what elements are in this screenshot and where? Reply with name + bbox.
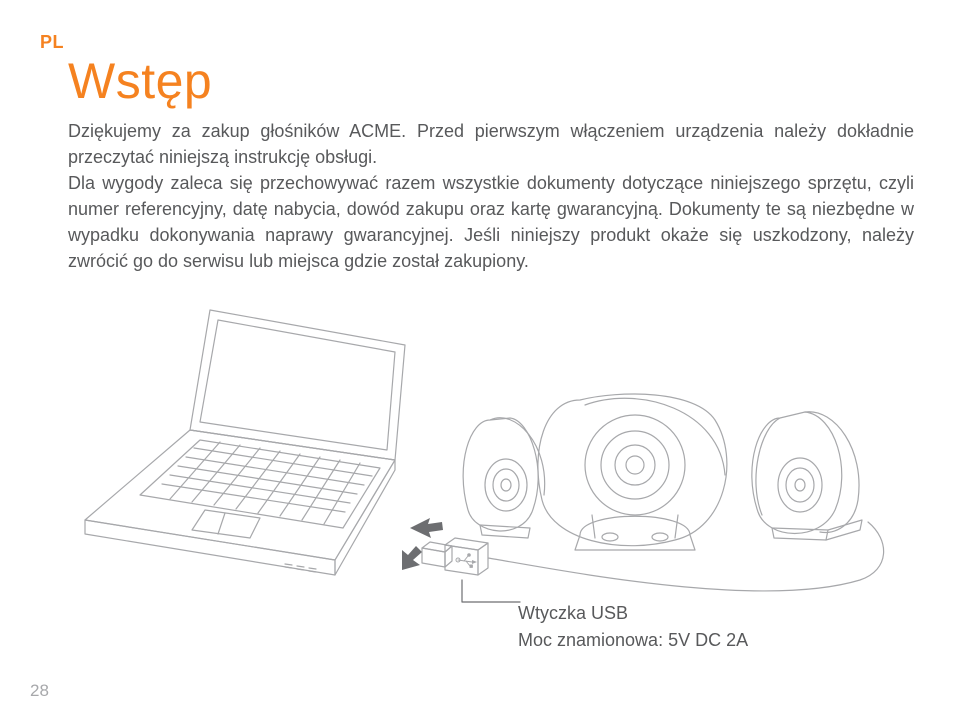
usb-plug-label: Wtyczka USB (518, 600, 748, 627)
usb-plug-illustration (422, 538, 488, 575)
intro-paragraph: Dziękujemy za zakup głośników ACME. Prze… (68, 118, 914, 170)
speakers-illustration (463, 394, 862, 550)
page: PL Wstęp Dziękujemy za zakup głośników A… (0, 0, 954, 725)
intro-paragraphs: Dziękujemy za zakup głośników ACME. Prze… (68, 118, 914, 275)
page-title: Wstęp (68, 52, 212, 110)
callout-line (462, 580, 520, 602)
page-number: 28 (30, 681, 49, 701)
laptop-illustration (85, 310, 405, 575)
language-code: PL (40, 32, 64, 53)
rated-power-label: Moc znamionowa: 5V DC 2A (518, 627, 748, 654)
connection-diagram (60, 290, 890, 630)
diagram-captions: Wtyczka USB Moc znamionowa: 5V DC 2A (518, 600, 748, 654)
intro-paragraph: Dla wygody zaleca się przechowywać razem… (68, 170, 914, 274)
